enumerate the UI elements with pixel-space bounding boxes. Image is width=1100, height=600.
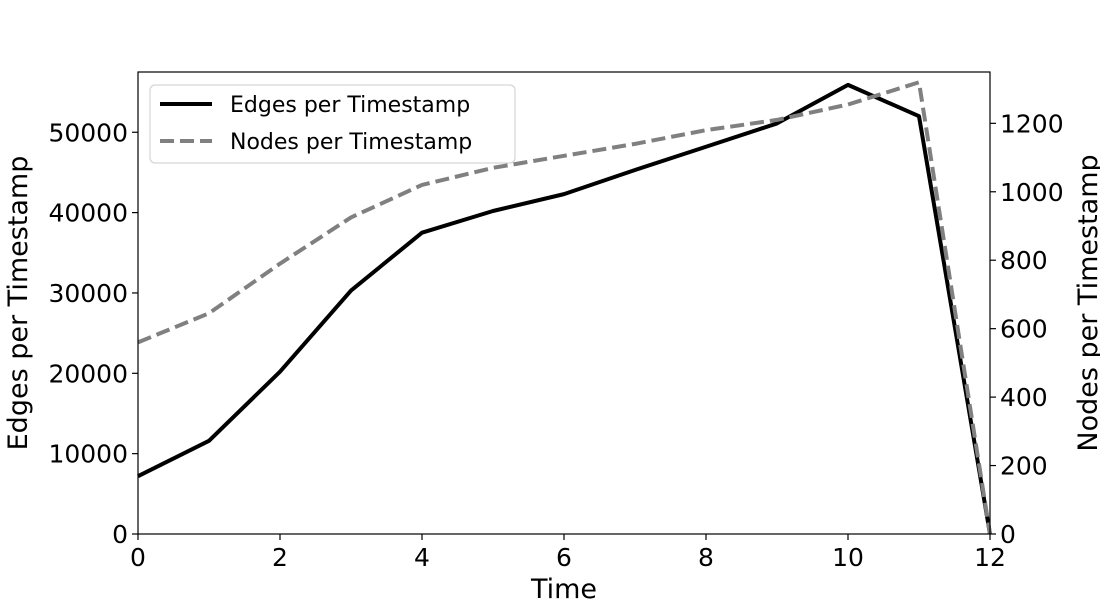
y2-tick-label: 200 xyxy=(1000,452,1048,481)
x-tick-label: 2 xyxy=(272,543,288,572)
x-tick-label: 12 xyxy=(974,543,1006,572)
x-tick-label: 10 xyxy=(832,543,864,572)
y2-tick-label: 1000 xyxy=(1000,178,1064,207)
x-tick-label: 6 xyxy=(556,543,572,572)
y2-tick-label: 0 xyxy=(1000,520,1016,549)
y-tick-label: 40000 xyxy=(48,199,128,228)
x-tick-label: 4 xyxy=(414,543,430,572)
legend-box xyxy=(149,84,516,164)
y2-tick-label: 400 xyxy=(1000,383,1048,412)
y2-tick-label: 800 xyxy=(1000,246,1048,275)
legend-label-edges: Edges per Timestamp xyxy=(230,93,470,118)
x-axis-label: Time xyxy=(530,574,597,600)
y-tick-label: 50000 xyxy=(48,118,128,147)
series-layer xyxy=(137,80,992,535)
y2-axis-label: Nodes per Timestamp xyxy=(1073,154,1100,451)
x-tick-label: 8 xyxy=(698,543,714,572)
nodes-series-line xyxy=(137,80,992,535)
ticks-layer: 0 2 4 6 8 10 120100002000030000400005000002004… xyxy=(48,109,1063,572)
y2-tick-label: 600 xyxy=(1000,315,1048,344)
legend: Edges per Timestamp Nodes per Timestamp xyxy=(149,84,516,164)
y2-tick-label: 1200 xyxy=(1000,109,1064,138)
x-tick-label: 0 xyxy=(130,543,146,572)
y-tick-label: 0 xyxy=(112,520,128,549)
legend-label-nodes: Nodes per Timestamp xyxy=(230,130,472,155)
y-tick-label: 10000 xyxy=(48,440,128,469)
edges-series-line xyxy=(137,82,992,535)
y-tick-label: 30000 xyxy=(48,279,128,308)
y-tick-label: 20000 xyxy=(48,359,128,388)
y-axis-label: Edges per Timestamp xyxy=(3,156,34,451)
